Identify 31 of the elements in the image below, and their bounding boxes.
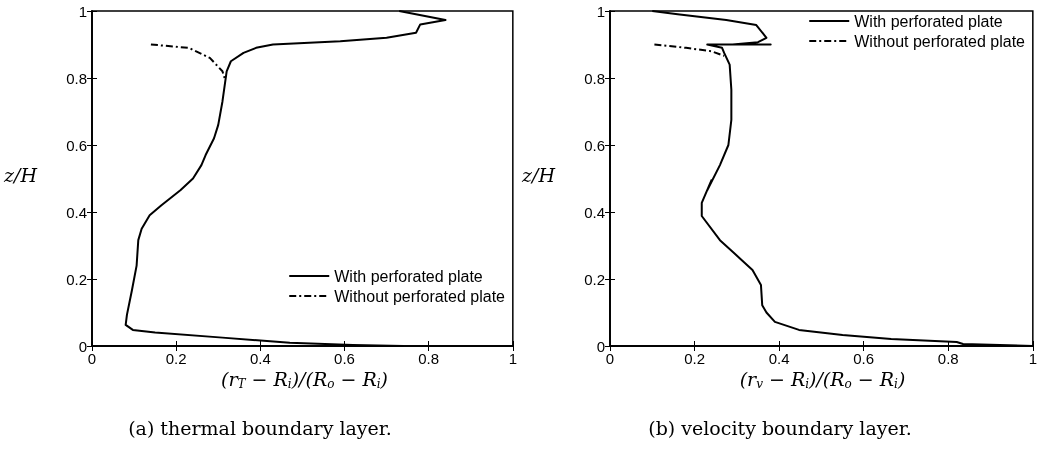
y-tick-label: 0 <box>596 337 605 355</box>
y-tick-label: 0.4 <box>584 203 605 221</box>
x-tick-label: 0.2 <box>684 350 705 367</box>
x-tick-label: 0.4 <box>249 350 271 367</box>
y-tick-label: 0.2 <box>584 270 605 288</box>
y-tick-label: 0.8 <box>66 69 87 87</box>
legend-label: Without perforated plate <box>854 32 1026 50</box>
y-tick-label: 1 <box>78 2 87 20</box>
x-tick-label: 0.8 <box>937 350 959 367</box>
y-tick-label: 0.2 <box>66 270 87 288</box>
y-tick-label: 0.6 <box>584 136 605 154</box>
y-tick-label: 0.4 <box>66 203 87 221</box>
y-tick-label: 0.6 <box>66 136 87 154</box>
x-tick-label: 1 <box>1028 350 1037 367</box>
x-tick-label: 0.2 <box>165 350 187 367</box>
x-tick-label: 0.6 <box>853 350 875 367</box>
legend-label: With perforated plate <box>854 12 1003 30</box>
y-tick-label: 1 <box>596 2 605 20</box>
text: (a) thermal boundary layer. <box>128 416 392 439</box>
x-tick-label: 0.4 <box>768 350 790 367</box>
legend-label: With perforated plate <box>334 267 483 285</box>
line-series <box>149 43 226 79</box>
legend-label: Without perforated plate <box>334 287 506 305</box>
x-tick-label: 1 <box>508 350 517 367</box>
y-tick-label: 0 <box>78 337 87 355</box>
y-axis-title: z/H <box>521 163 556 186</box>
y-tick-label: 0.8 <box>584 69 605 87</box>
x-tick-label: 0.8 <box>418 350 440 367</box>
x-tick-label: 0.6 <box>334 350 355 367</box>
text: (b) velocity boundary layer. <box>648 416 912 439</box>
y-axis-title: z/H <box>3 163 38 186</box>
